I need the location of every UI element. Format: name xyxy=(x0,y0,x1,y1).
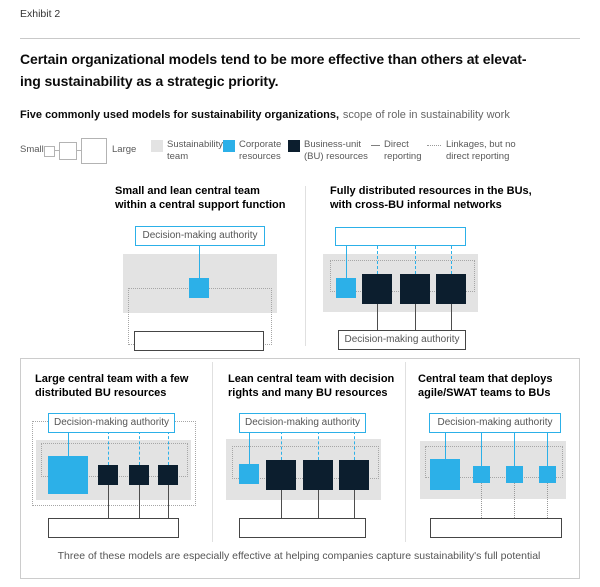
model-5-reporting-line xyxy=(481,431,482,466)
model-4-org-box xyxy=(239,518,366,538)
model-3-org-box xyxy=(48,518,179,538)
model-3-bu-square xyxy=(129,465,149,485)
size-square-large xyxy=(81,138,107,164)
size-scale-small-label: Small xyxy=(20,144,44,155)
panel-divider xyxy=(212,362,213,542)
model-2-linkage-line xyxy=(377,246,378,274)
subtitle-bold: Five commonly used models for sustainabi… xyxy=(20,109,340,121)
model-2-bu-square xyxy=(436,274,466,304)
size-scale-large-label: Large xyxy=(112,144,137,155)
model-4-reporting-line xyxy=(318,490,319,518)
model-2-decision-authority-box: Decision-making authority xyxy=(338,330,466,350)
model-5-corporate-square xyxy=(430,459,460,490)
model-3-reporting-line xyxy=(168,485,169,518)
model-2-bu-square xyxy=(362,274,392,304)
model-5-decision-authority-box: Decision-making authority xyxy=(429,413,561,433)
legend-label-linkages: Linkages, but no direct reporting xyxy=(446,139,516,162)
model-2-linkage-line xyxy=(451,246,452,274)
model-5-linkage-line xyxy=(514,483,515,518)
model-5-org-box xyxy=(430,518,562,538)
legend-label-bu-resources: Business-unit (BU) resources xyxy=(304,139,368,162)
model-4-reporting-line xyxy=(249,431,250,464)
linkage-line-icon xyxy=(427,145,441,146)
model-3-linkage-line xyxy=(139,431,140,465)
model-5-reporting-line xyxy=(547,431,548,466)
footnote: Three of these models are especially eff… xyxy=(57,550,541,562)
model-5-swat-square xyxy=(473,466,490,483)
bu-resources-swatch-icon xyxy=(288,140,300,152)
model-5-reporting-line xyxy=(445,431,446,459)
model-4-linkage-line xyxy=(354,431,355,460)
model-5-reporting-line xyxy=(514,431,515,466)
model-1-corporate-square xyxy=(189,278,209,298)
model-4-heading: Lean central team with decision rights a… xyxy=(228,373,395,399)
model-2-reporting-line xyxy=(377,304,378,330)
size-scale-connector xyxy=(54,150,59,151)
corporate-resources-swatch-icon xyxy=(223,140,235,152)
model-2-bu-square xyxy=(400,274,430,304)
model-4-bu-square xyxy=(303,460,333,490)
model-3-linkage-line xyxy=(168,431,169,465)
size-square-medium xyxy=(59,142,77,160)
exhibit-subtitle: Five commonly used models for sustainabi… xyxy=(20,109,592,121)
model-2-corporate-box xyxy=(335,227,466,246)
size-scale-connector xyxy=(76,150,81,151)
model-5-swat-square xyxy=(506,466,523,483)
panel-divider xyxy=(405,362,406,542)
model-5-heading: Central team that deploys agile/SWAT tea… xyxy=(418,373,553,399)
header-rule xyxy=(20,38,580,39)
size-square-small xyxy=(44,146,55,157)
model-2-reporting-line xyxy=(451,304,452,330)
model-4-bu-square xyxy=(339,460,369,490)
model-4-bu-square xyxy=(266,460,296,490)
legend-label-sustainability-team: Sustainability team xyxy=(167,139,223,162)
model-2-reporting-line xyxy=(415,304,416,330)
legend-label-direct-reporting: Direct reporting xyxy=(384,139,422,162)
model-3-reporting-line xyxy=(139,485,140,518)
model-1-org-box xyxy=(134,331,264,351)
direct-reporting-line-icon xyxy=(371,145,380,146)
model-3-heading: Large central team with a few distribute… xyxy=(35,373,189,399)
model-5-linkage-line xyxy=(547,483,548,518)
model-2-linkage-line xyxy=(415,246,416,274)
model-2-reporting-line xyxy=(346,246,347,278)
exhibit-label: Exhibit 2 xyxy=(20,8,61,20)
model-5-swat-square xyxy=(539,466,556,483)
model-1-decision-authority-box: Decision-making authority xyxy=(135,226,265,246)
exhibit-title: Certain organizational models tend to be… xyxy=(20,51,527,89)
model-2-corporate-square xyxy=(336,278,356,298)
model-5-linkage-line xyxy=(481,483,482,518)
top-section-divider xyxy=(305,186,306,346)
legend-label-corporate-resources: Corporate resources xyxy=(239,139,282,162)
model-3-bu-square xyxy=(158,465,178,485)
sustainability-team-swatch-icon xyxy=(151,140,163,152)
model-3-reporting-line xyxy=(68,431,69,456)
model-4-corporate-square xyxy=(239,464,259,484)
model-2-heading: Fully distributed resources in the BUs, … xyxy=(330,185,532,211)
model-5-linkage-boundary xyxy=(425,446,563,478)
model-1-heading: Small and lean central team within a cen… xyxy=(115,185,286,211)
model-4-decision-authority-box: Decision-making authority xyxy=(239,413,366,433)
model-3-bu-square xyxy=(98,465,118,485)
model-3-reporting-line xyxy=(108,485,109,518)
model-1-reporting-line xyxy=(199,245,200,278)
model-3-linkage-line xyxy=(108,431,109,465)
subtitle-rest: scope of role in sustainability work xyxy=(342,109,510,121)
model-4-linkage-line xyxy=(281,431,282,460)
model-4-linkage-line xyxy=(318,431,319,460)
model-3-decision-authority-box: Decision-making authority xyxy=(48,413,175,433)
model-4-reporting-line xyxy=(281,490,282,518)
model-4-reporting-line xyxy=(354,490,355,518)
model-3-corporate-square xyxy=(48,456,88,494)
